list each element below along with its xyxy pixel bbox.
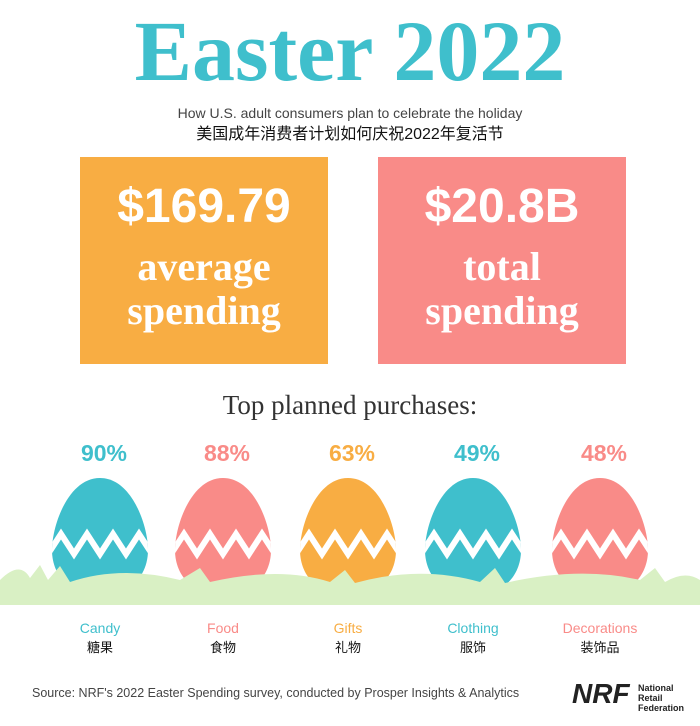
egg-zigzag: [175, 528, 271, 560]
egg-zigzag: [552, 528, 648, 560]
subtitle: How U.S. adult consumers plan to celebra…: [178, 105, 523, 121]
percent: 63%: [329, 440, 375, 466]
label-zh: 糖果: [87, 640, 113, 655]
label-zh: 食物: [210, 640, 236, 655]
stat-box: [80, 157, 328, 364]
stat-value: $169.79: [117, 180, 291, 233]
label-en: Clothing: [447, 620, 498, 636]
label-en: Food: [207, 620, 239, 636]
egg-zigzag: [52, 528, 148, 560]
stat-box: [378, 157, 626, 364]
label-en: Decorations: [563, 620, 638, 636]
egg: [300, 478, 396, 596]
egg: [552, 478, 648, 596]
stat-value: $20.8B: [425, 180, 580, 233]
logo: NRF: [572, 678, 630, 709]
percent: 49%: [454, 440, 500, 466]
label-zh: 服饰: [460, 640, 486, 655]
source: Source: NRF's 2022 Easter Spending surve…: [32, 686, 519, 700]
label-en: Candy: [80, 620, 120, 636]
stat-label: total spending: [425, 244, 578, 333]
stat-label: average spending: [127, 244, 280, 333]
egg: [52, 478, 148, 596]
egg: [425, 478, 521, 596]
label-zh: 装饰品: [580, 640, 619, 655]
title: Easter 2022: [135, 3, 566, 99]
grass: [0, 565, 700, 605]
logo-text: National Retail Federation: [638, 683, 685, 713]
egg-zigzag: [425, 528, 521, 560]
percent: 90%: [81, 440, 127, 466]
label-en: Gifts: [334, 620, 363, 636]
percent: 88%: [204, 440, 250, 466]
subtitle-zh: 美国成年消费者计划如何庆祝2022年复活节: [196, 125, 504, 143]
label-zh: 礼物: [335, 640, 361, 655]
purchases-heading: Top planned purchases:: [223, 390, 478, 420]
egg-zigzag: [300, 528, 396, 560]
logo-text-box: National Retail Federation: [638, 683, 685, 713]
percent: 48%: [581, 440, 627, 466]
egg: [175, 478, 271, 596]
